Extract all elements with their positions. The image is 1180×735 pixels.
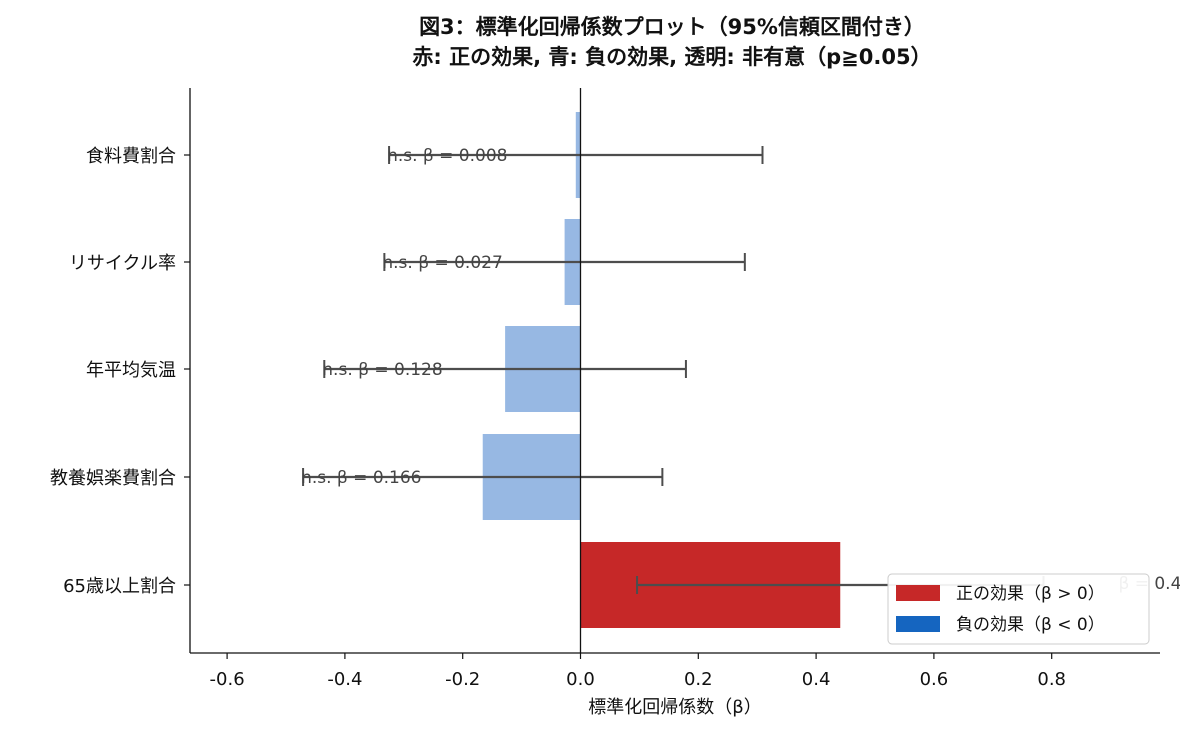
legend-swatch-negative [896,616,940,632]
x-tick-label: 0.0 [566,669,595,690]
category-label: 教養娯楽費割合 [50,468,176,489]
x-axis-label: 標準化回帰係数（β） [588,697,762,718]
x-tick-label: -0.6 [210,669,245,690]
x-tick-label: -0.4 [327,669,362,690]
chart-title: 図3：標準化回帰係数プロット（95%信頼区間付き） [419,15,925,39]
category-label: 65歳以上割合 [63,576,176,597]
category-label: リサイクル率 [69,253,176,274]
x-tick-label: 0.2 [684,669,713,690]
category-label: 食料費割合 [86,146,176,167]
legend-frame [887,573,1150,645]
category-label: 年平均気温 [86,360,176,381]
bar-annotation: n.s. β = 0.027 [382,253,502,273]
x-tick-label: -0.2 [445,669,480,690]
x-axis-ticks: -0.6 -0.4 -0.2 0.0 0.2 0.4 0.6 0.8 [210,653,1066,690]
legend-label-positive: 正の効果（β > 0） [956,584,1105,604]
legend-label-negative: 負の効果（β < 0） [956,615,1105,635]
legend: 正の効果（β > 0） 負の効果（β < 0） [887,573,1150,645]
x-tick-label: 0.6 [920,669,949,690]
x-tick-label: 0.4 [802,669,831,690]
bar-annotation: n.s. β = 0.008 [387,146,507,166]
bar-annotation: n.s. β = 0.128 [322,360,442,380]
plot-area: n.s. β = 0.008 n.s. β = 0.027 n.s. β = 0.1… [301,88,1180,653]
chart-subtitle: 赤: 正の効果, 青: 負の効果, 透明: 非有意（p≧0.05） [412,45,931,69]
x-tick-label: 0.8 [1037,669,1066,690]
legend-swatch-positive [896,585,940,601]
bar-annotation: n.s. β = 0.166 [301,468,421,488]
